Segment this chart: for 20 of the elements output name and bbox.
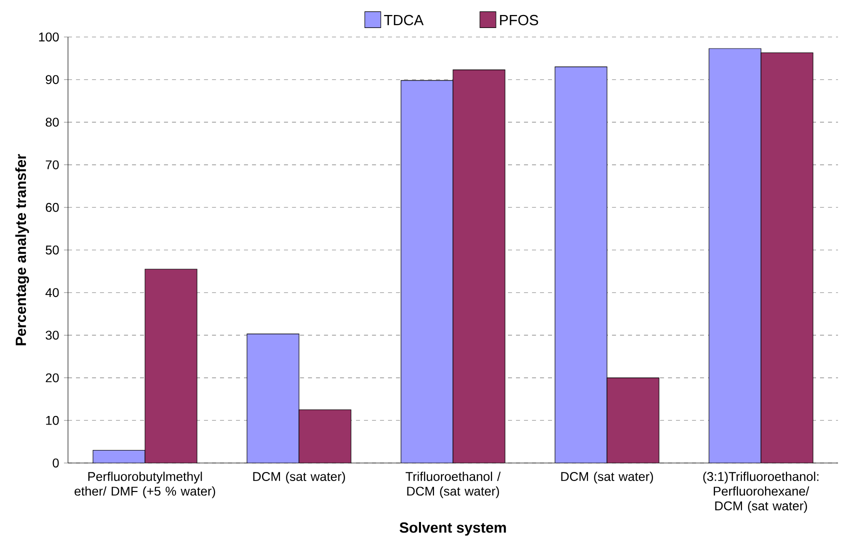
x-tick-label: DCM (sat water) <box>253 472 345 484</box>
y-tick-label: 10 <box>46 416 59 425</box>
x-axis-title: Solvent system <box>400 522 506 536</box>
y-tick-label: 70 <box>46 160 59 170</box>
legend-label: PFOS <box>500 14 538 26</box>
y-axis-title: Percentage analyte transfer <box>15 154 30 346</box>
y-tick-label: 80 <box>46 118 59 127</box>
y-tick-label: 100 <box>39 32 59 42</box>
y-tick-label: 40 <box>45 288 59 298</box>
y-tick-label: 0 <box>52 458 59 468</box>
y-tick-label: 50 <box>46 246 59 254</box>
y-tick-label: 60 <box>46 202 59 212</box>
x-tick-label: (3:1)Trifluoroethanol: Perfluorohexane/ DCM (sat water) <box>703 472 818 513</box>
y-tick-label: 90 <box>46 75 59 84</box>
x-tick-label: Perfluorobutylmethyl ether/ DMF (+5 % water) <box>74 472 216 498</box>
y-tick-label: 30 <box>46 330 59 340</box>
x-tick-label: DCM (sat water) <box>561 472 653 484</box>
legend-label: TDCA <box>384 14 424 26</box>
x-tick-label: Trifluoroethanol / DCM (sat water) <box>406 472 501 498</box>
y-tick-label: 20 <box>46 373 59 382</box>
